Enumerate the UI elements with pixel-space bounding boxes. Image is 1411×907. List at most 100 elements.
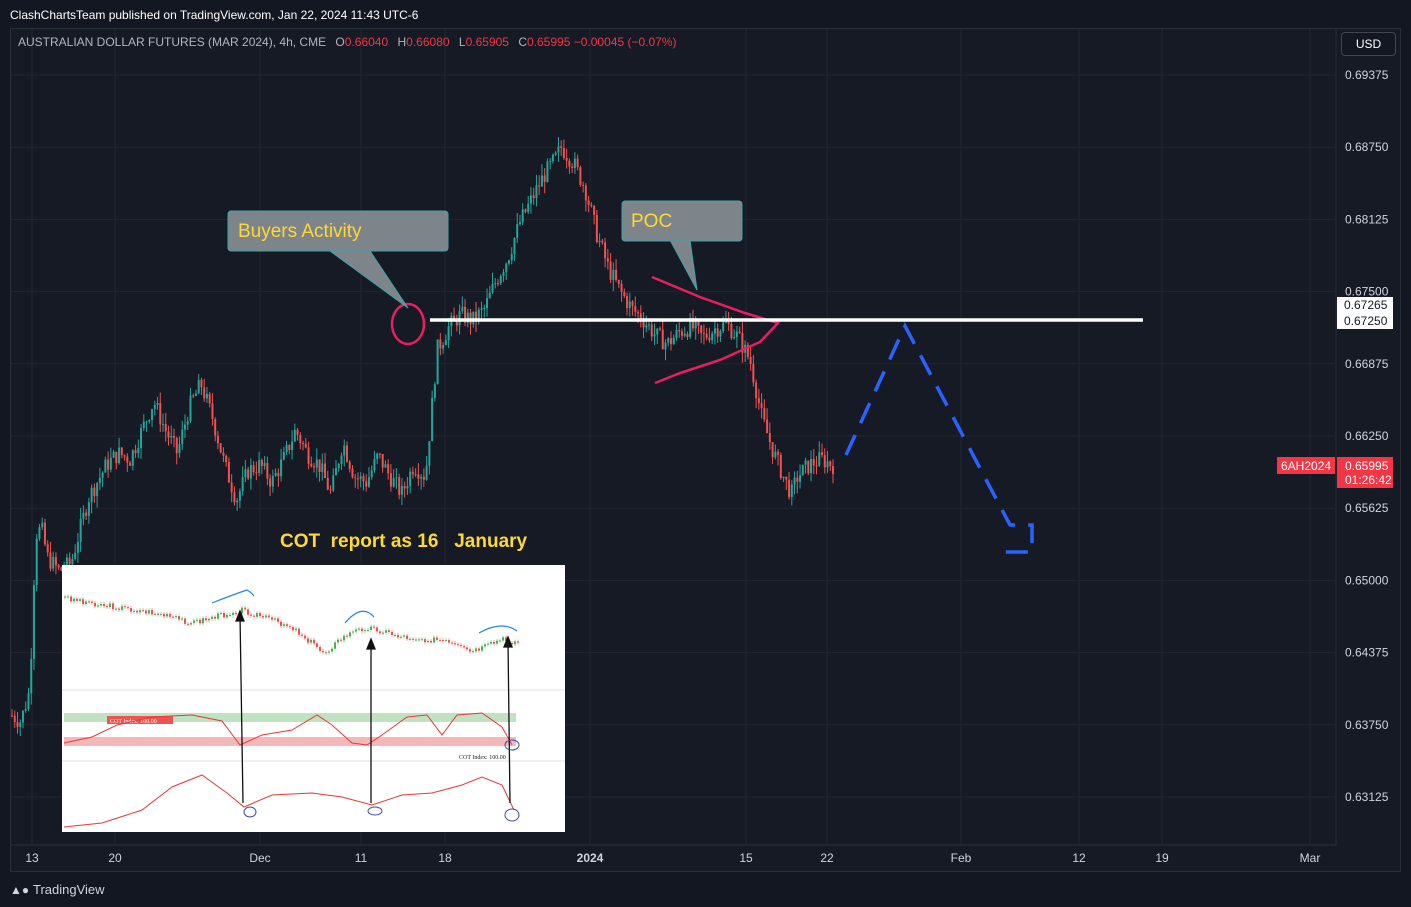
candle-body <box>461 306 464 312</box>
time-axis[interactable]: 13 20 Dec 11 18 2024 15 22 Feb 12 19 Mar <box>25 851 1320 865</box>
candle-body <box>683 333 686 336</box>
candle-body <box>823 455 826 468</box>
candle-body <box>71 558 74 565</box>
candle-body <box>241 477 244 492</box>
candle-body <box>433 384 436 399</box>
candle-body <box>645 325 648 328</box>
candle-body <box>236 500 239 503</box>
candle-body <box>760 403 763 409</box>
candle-body <box>225 455 228 463</box>
candle-body <box>444 340 447 346</box>
candle-body <box>307 447 310 464</box>
candle-body <box>315 459 318 468</box>
footer: ▲● TradingView <box>0 872 1411 907</box>
candle-body <box>582 184 585 186</box>
candle-body <box>708 337 711 341</box>
candle-body <box>524 209 527 212</box>
candle-body <box>491 284 494 293</box>
candle-body <box>46 544 49 553</box>
time-tick: 20 <box>108 851 122 865</box>
candle-body <box>340 455 343 465</box>
candle-body <box>214 419 217 436</box>
candle-body <box>477 309 480 321</box>
candle-body <box>378 453 381 455</box>
candle-body <box>554 152 557 155</box>
candle-body <box>483 308 486 310</box>
candle-body <box>801 464 804 476</box>
candle-body <box>373 458 376 471</box>
candle-body <box>768 433 771 443</box>
candle-body <box>354 477 357 479</box>
candle-body <box>79 518 82 542</box>
candle-body <box>535 185 538 199</box>
candle-body <box>285 444 288 453</box>
candle-body <box>16 722 19 727</box>
candle-body <box>807 460 810 474</box>
candle-body <box>54 556 57 566</box>
inset-arrows <box>235 609 513 804</box>
candle-body <box>505 263 508 273</box>
candle-body <box>101 472 104 478</box>
candle-body <box>719 331 722 337</box>
candle-body <box>263 463 266 466</box>
candle-body <box>540 175 543 187</box>
candle-body <box>573 158 576 169</box>
poc-callout-text: POC <box>631 211 672 232</box>
candle-body <box>126 456 129 463</box>
candle-body <box>746 344 749 357</box>
legend-close: 0.65995 <box>527 35 571 49</box>
candle-body <box>735 331 738 338</box>
candle-body <box>219 443 222 453</box>
candle-body <box>788 479 791 498</box>
candle-body <box>606 258 609 262</box>
footer-brand[interactable]: TradingView <box>33 882 105 897</box>
candle-body <box>183 424 186 430</box>
time-tick: 2024 <box>577 851 604 865</box>
candle-body <box>716 328 719 337</box>
candle-body <box>277 472 280 477</box>
time-tick: 12 <box>1072 851 1086 865</box>
currency-button[interactable]: USD <box>1341 32 1396 56</box>
candle-body <box>612 269 615 280</box>
candle-body <box>131 450 134 466</box>
candle-body <box>269 478 272 487</box>
level-label-1: 0.67265 <box>1344 298 1388 312</box>
legend-open: 0.66040 <box>344 35 389 49</box>
candle-body <box>812 459 815 466</box>
candle-body <box>475 311 478 321</box>
candle-body <box>568 160 571 167</box>
candle-body <box>551 154 554 162</box>
price-tick: 0.66875 <box>1345 357 1389 371</box>
time-tick: 13 <box>25 851 39 865</box>
candle-body <box>422 476 425 480</box>
candle-body <box>439 339 442 349</box>
candle-body <box>777 451 780 455</box>
candle-body <box>21 710 24 723</box>
candle-body <box>420 476 423 479</box>
price-axis[interactable]: 0.69375 0.68750 0.68125 0.67500 0.66875 0.662… <box>1345 68 1389 804</box>
candle-body <box>626 296 629 309</box>
candle-body <box>148 419 151 422</box>
candle-body <box>299 434 302 444</box>
candle-body <box>162 424 165 426</box>
candle-body <box>313 466 316 468</box>
candle-body <box>804 460 807 465</box>
candle-body <box>19 722 22 727</box>
candle-body <box>790 484 793 498</box>
inset-cot-line <box>63 712 513 746</box>
candle-body <box>672 337 675 345</box>
candle-body <box>669 338 672 345</box>
legend-symbol: AUSTRALIAN DOLLAR FUTURES (MAR 2024), 4h… <box>18 35 327 49</box>
candle-body <box>406 486 409 489</box>
candle-body <box>367 477 370 487</box>
candle-body <box>691 318 694 329</box>
candle-body <box>653 334 656 337</box>
candle-body <box>818 452 821 466</box>
legend-high: 0.66080 <box>406 35 450 49</box>
candle-body <box>153 404 156 410</box>
candle-body <box>785 476 788 480</box>
candle-body <box>82 512 85 519</box>
candle-body <box>244 469 247 478</box>
tradingview-logo-icon[interactable]: ▲● <box>10 883 30 897</box>
cot-inset: COT Index: 100.00 COT Index: 100.00 <box>62 565 565 832</box>
